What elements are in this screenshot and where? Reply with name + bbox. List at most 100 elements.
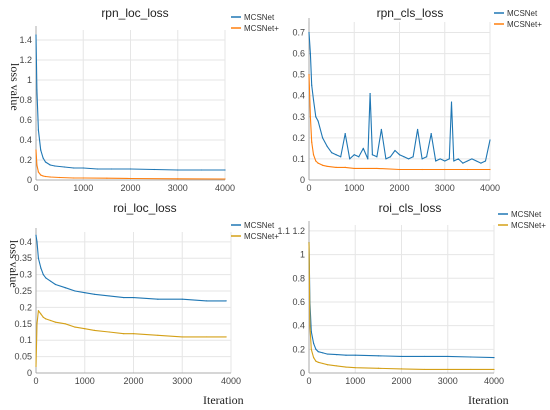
y-axis-label-bottom: loss value bbox=[7, 240, 21, 288]
data-point bbox=[111, 168, 113, 170]
data-point bbox=[322, 352, 324, 354]
x-tick-label: 4000 bbox=[484, 376, 504, 386]
data-point bbox=[398, 168, 401, 171]
data-point bbox=[36, 164, 38, 166]
data-point bbox=[312, 99, 315, 101]
x-tick-label: 3000 bbox=[435, 183, 455, 193]
data-point bbox=[354, 354, 356, 356]
y-tick-label: 0.8 bbox=[19, 95, 32, 105]
data-point bbox=[331, 152, 333, 154]
data-point bbox=[93, 293, 96, 295]
x-axis-label-right: Iteration bbox=[468, 393, 509, 407]
data-point bbox=[84, 328, 86, 330]
data-point bbox=[36, 323, 38, 325]
data-point bbox=[35, 34, 37, 36]
data-point bbox=[317, 162, 319, 164]
x-tick-label: 1000 bbox=[75, 376, 95, 386]
data-point bbox=[54, 165, 56, 167]
chart-panel-3: 0 0.05 0.1 0.15 0.2 0.25 0.3 0.35 0.4 0 1000 2000 30… bbox=[14, 201, 279, 386]
data-point bbox=[336, 354, 338, 356]
data-point bbox=[49, 164, 51, 166]
data-point bbox=[376, 156, 378, 158]
data-point bbox=[35, 365, 37, 368]
data-point bbox=[206, 300, 208, 302]
data-point bbox=[484, 160, 487, 162]
data-point bbox=[54, 321, 57, 323]
y-tick-label: 0.7 bbox=[292, 28, 305, 38]
data-point bbox=[400, 355, 403, 358]
legend: MCSNet MCSNet+ bbox=[498, 210, 546, 230]
y-tick-label: 0.6 bbox=[292, 297, 305, 307]
data-point bbox=[353, 167, 355, 170]
legend-entry: MCSNet+ bbox=[511, 221, 546, 230]
data-point bbox=[37, 310, 40, 312]
x-tick-label: 3000 bbox=[172, 376, 192, 386]
chart-panel-2: 0 0.1 0.2 0.3 0.4 0.5 0.6 0.7 0 1000 2000 3000 4000 r… bbox=[292, 6, 542, 193]
legend: MCSNet MCSNet+ bbox=[494, 9, 542, 29]
y-tick-label: 0.4 bbox=[292, 91, 305, 101]
data-point bbox=[73, 167, 75, 169]
data-point bbox=[82, 167, 84, 169]
data-point bbox=[453, 160, 455, 162]
data-point bbox=[73, 177, 75, 179]
legend-entry: MCSNet bbox=[507, 9, 538, 18]
data-point bbox=[426, 156, 428, 158]
y-tick-label: 1.2 bbox=[19, 55, 32, 65]
data-point bbox=[321, 137, 324, 139]
data-point bbox=[417, 128, 419, 131]
x-tick-label: 0 bbox=[33, 376, 38, 386]
data-point bbox=[225, 336, 227, 338]
chart-title: roi_cls_loss bbox=[379, 201, 442, 215]
data-point bbox=[309, 53, 311, 55]
data-point bbox=[45, 318, 47, 320]
data-point bbox=[326, 353, 329, 355]
data-point bbox=[412, 156, 414, 158]
data-point bbox=[93, 329, 96, 331]
y-tick-label: 1 bbox=[27, 75, 32, 85]
data-point bbox=[362, 147, 364, 149]
data-point bbox=[354, 367, 356, 369]
data-point bbox=[59, 176, 61, 179]
data-point bbox=[435, 160, 437, 162]
data-point bbox=[40, 313, 42, 315]
x-tick-label: 0 bbox=[33, 183, 38, 193]
legend: MCSNet MCSNet+ bbox=[231, 221, 279, 241]
data-point bbox=[377, 367, 379, 369]
y-tick-label: 0 bbox=[300, 175, 305, 185]
data-point bbox=[344, 133, 346, 135]
data-point bbox=[403, 156, 405, 158]
data-point bbox=[380, 128, 382, 131]
y-tick-label: 0.4 bbox=[19, 135, 32, 145]
data-point bbox=[340, 156, 342, 158]
y-tick-label: 0.2 bbox=[292, 344, 305, 354]
data-point bbox=[225, 300, 227, 302]
data-point bbox=[345, 366, 347, 368]
legend-entry: MCSNet bbox=[244, 13, 275, 22]
data-point bbox=[377, 355, 379, 357]
chart-panel-4: 0 0.2 0.4 0.6 0.8 1 1.1 1.2 0 1000 2000 3000 4000 ro… bbox=[277, 201, 546, 386]
data-point bbox=[181, 298, 183, 300]
data-point bbox=[471, 158, 473, 160]
data-point bbox=[50, 280, 52, 282]
data-point bbox=[310, 348, 312, 350]
data-point bbox=[74, 326, 76, 328]
chart-title: rpn_cls_loss bbox=[377, 6, 444, 20]
data-point bbox=[466, 160, 468, 162]
x-tick-label: 1000 bbox=[73, 183, 93, 193]
data-point bbox=[457, 158, 459, 160]
data-point bbox=[309, 116, 311, 118]
data-point bbox=[447, 355, 449, 358]
data-point bbox=[129, 177, 132, 180]
data-point bbox=[37, 171, 39, 173]
series-line-2 bbox=[35, 149, 226, 180]
data-point bbox=[200, 169, 202, 171]
data-point bbox=[335, 154, 337, 156]
x-tick-label: 4000 bbox=[215, 183, 235, 193]
data-point bbox=[376, 167, 378, 170]
data-point bbox=[224, 169, 226, 171]
data-point bbox=[177, 178, 179, 180]
data-point bbox=[153, 168, 155, 171]
data-point bbox=[312, 154, 315, 156]
data-point bbox=[157, 334, 159, 336]
data-point bbox=[37, 257, 40, 259]
